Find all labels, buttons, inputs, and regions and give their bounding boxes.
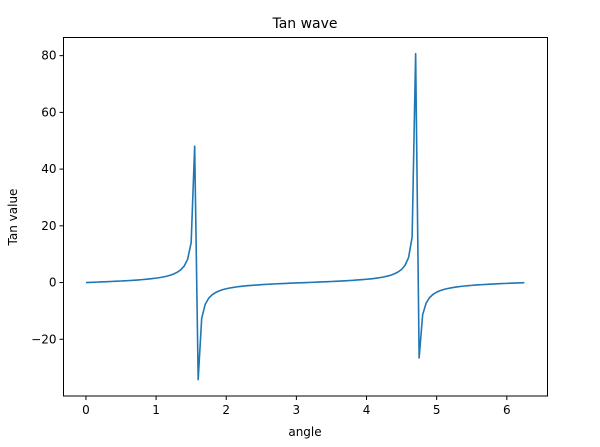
x-tick-label: 5 [433,403,441,417]
y-tick-label: 40 [41,162,56,176]
chart-title: Tan wave [271,16,337,32]
x-axis-label: angle [288,425,321,439]
tan-series-line [85,52,525,381]
x-tick-label: 3 [293,403,301,417]
y-tick-label: −20 [31,332,56,346]
y-axis-label: Tan value [6,189,20,247]
x-tick-label: 4 [363,403,371,417]
x-tick-label: 2 [222,403,230,417]
y-tick-label: 60 [41,105,56,119]
y-tick-label: 20 [41,219,56,233]
plot-area-frame [63,37,548,397]
x-tick-label: 0 [82,403,90,417]
x-tick-label: 1 [152,403,160,417]
axis-ticks: 0 1 2 3 4 5 6 −20 0 20 40 60 80 [31,49,510,417]
y-tick-label: 0 [49,276,57,290]
y-tick-label: 80 [41,49,56,63]
x-tick-label: 6 [503,403,511,417]
